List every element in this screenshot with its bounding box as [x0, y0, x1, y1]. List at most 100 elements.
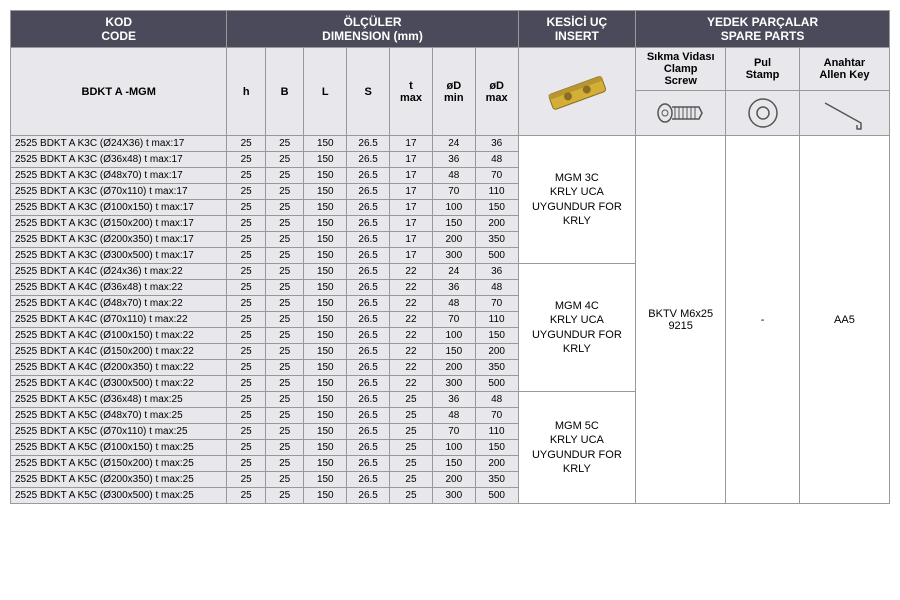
- t-cell: 25: [390, 440, 433, 456]
- B-cell: 25: [265, 136, 303, 152]
- h-cell: 25: [227, 344, 265, 360]
- L-cell: 150: [304, 296, 347, 312]
- L-cell: 150: [304, 232, 347, 248]
- t-cell: 22: [390, 328, 433, 344]
- dmax-cell: 500: [475, 488, 518, 504]
- insert-desc: MGM 5CKRLY UCAUYGUNDUR FORKRLY: [518, 392, 636, 504]
- h-cell: 25: [227, 328, 265, 344]
- L-cell: 150: [304, 392, 347, 408]
- L-cell: 150: [304, 152, 347, 168]
- col-L: L: [304, 48, 347, 136]
- allen-value: AA5: [799, 136, 889, 504]
- t-cell: 25: [390, 424, 433, 440]
- B-cell: 25: [265, 296, 303, 312]
- h-cell: 25: [227, 264, 265, 280]
- dmin-cell: 36: [432, 392, 475, 408]
- B-cell: 25: [265, 248, 303, 264]
- dmax-cell: 350: [475, 360, 518, 376]
- code-cell: 2525 BDKT A K3C (Ø70x110) t max:17: [11, 184, 227, 200]
- B-cell: 25: [265, 376, 303, 392]
- S-cell: 26.5: [347, 248, 390, 264]
- dmax-cell: 150: [475, 200, 518, 216]
- dmin-cell: 200: [432, 360, 475, 376]
- S-cell: 26.5: [347, 424, 390, 440]
- B-cell: 25: [265, 344, 303, 360]
- B-cell: 25: [265, 312, 303, 328]
- S-cell: 26.5: [347, 472, 390, 488]
- code-cell: 2525 BDKT A K4C (Ø36x48) t max:22: [11, 280, 227, 296]
- dmax-cell: 70: [475, 296, 518, 312]
- S-cell: 26.5: [347, 232, 390, 248]
- S-cell: 26.5: [347, 152, 390, 168]
- h-cell: 25: [227, 392, 265, 408]
- hdr-insert: KESİCİ UÇ INSERT: [518, 11, 636, 48]
- dmax-cell: 70: [475, 408, 518, 424]
- allen-icon-cell: [799, 91, 889, 136]
- L-cell: 150: [304, 456, 347, 472]
- screw-icon: [653, 93, 708, 133]
- hdr-code: KOD CODE: [11, 11, 227, 48]
- L-cell: 150: [304, 376, 347, 392]
- t-cell: 22: [390, 344, 433, 360]
- insert-image: [518, 48, 636, 136]
- L-cell: 150: [304, 136, 347, 152]
- allen-key-icon: [817, 93, 872, 133]
- S-cell: 26.5: [347, 184, 390, 200]
- dmin-cell: 48: [432, 296, 475, 312]
- L-cell: 150: [304, 200, 347, 216]
- t-cell: 17: [390, 152, 433, 168]
- h-cell: 25: [227, 232, 265, 248]
- S-cell: 26.5: [347, 488, 390, 504]
- B-cell: 25: [265, 392, 303, 408]
- B-cell: 25: [265, 184, 303, 200]
- dmin-cell: 36: [432, 152, 475, 168]
- insert-desc: MGM 3CKRLY UCAUYGUNDUR FORKRLY: [518, 136, 636, 264]
- dmax-cell: 150: [475, 440, 518, 456]
- L-cell: 150: [304, 248, 347, 264]
- S-cell: 26.5: [347, 360, 390, 376]
- code-cell: 2525 BDKT A K5C (Ø48x70) t max:25: [11, 408, 227, 424]
- S-cell: 26.5: [347, 456, 390, 472]
- L-cell: 150: [304, 280, 347, 296]
- t-cell: 25: [390, 408, 433, 424]
- B-cell: 25: [265, 488, 303, 504]
- dmax-cell: 500: [475, 248, 518, 264]
- L-cell: 150: [304, 360, 347, 376]
- screw-icon-cell: [636, 91, 726, 136]
- dmin-cell: 300: [432, 488, 475, 504]
- code-cell: 2525 BDKT A K5C (Ø36x48) t max:25: [11, 392, 227, 408]
- dmin-cell: 48: [432, 168, 475, 184]
- dmax-cell: 500: [475, 376, 518, 392]
- B-cell: 25: [265, 216, 303, 232]
- S-cell: 26.5: [347, 264, 390, 280]
- t-cell: 17: [390, 232, 433, 248]
- B-cell: 25: [265, 328, 303, 344]
- h-cell: 25: [227, 248, 265, 264]
- code-cell: 2525 BDKT A K3C (Ø200x350) t max:17: [11, 232, 227, 248]
- code-cell: 2525 BDKT A K5C (Ø150x200) t max:25: [11, 456, 227, 472]
- h-cell: 25: [227, 136, 265, 152]
- stamp-icon-cell: [726, 91, 800, 136]
- h-cell: 25: [227, 376, 265, 392]
- dmin-cell: 70: [432, 424, 475, 440]
- dmax-cell: 150: [475, 328, 518, 344]
- col-h: h: [227, 48, 265, 136]
- col-dmax: øD max: [475, 48, 518, 136]
- t-cell: 17: [390, 248, 433, 264]
- S-cell: 26.5: [347, 328, 390, 344]
- dmin-cell: 100: [432, 200, 475, 216]
- h-cell: 25: [227, 408, 265, 424]
- t-cell: 17: [390, 168, 433, 184]
- t-cell: 22: [390, 264, 433, 280]
- washer-icon: [743, 93, 783, 133]
- h-cell: 25: [227, 440, 265, 456]
- code-cell: 2525 BDKT A K3C (Ø48x70) t max:17: [11, 168, 227, 184]
- h-cell: 25: [227, 168, 265, 184]
- code-cell: 2525 BDKT A K4C (Ø48x70) t max:22: [11, 296, 227, 312]
- col-tmax: t max: [390, 48, 433, 136]
- t-cell: 25: [390, 488, 433, 504]
- L-cell: 150: [304, 408, 347, 424]
- S-cell: 26.5: [347, 216, 390, 232]
- dmax-cell: 200: [475, 456, 518, 472]
- B-cell: 25: [265, 200, 303, 216]
